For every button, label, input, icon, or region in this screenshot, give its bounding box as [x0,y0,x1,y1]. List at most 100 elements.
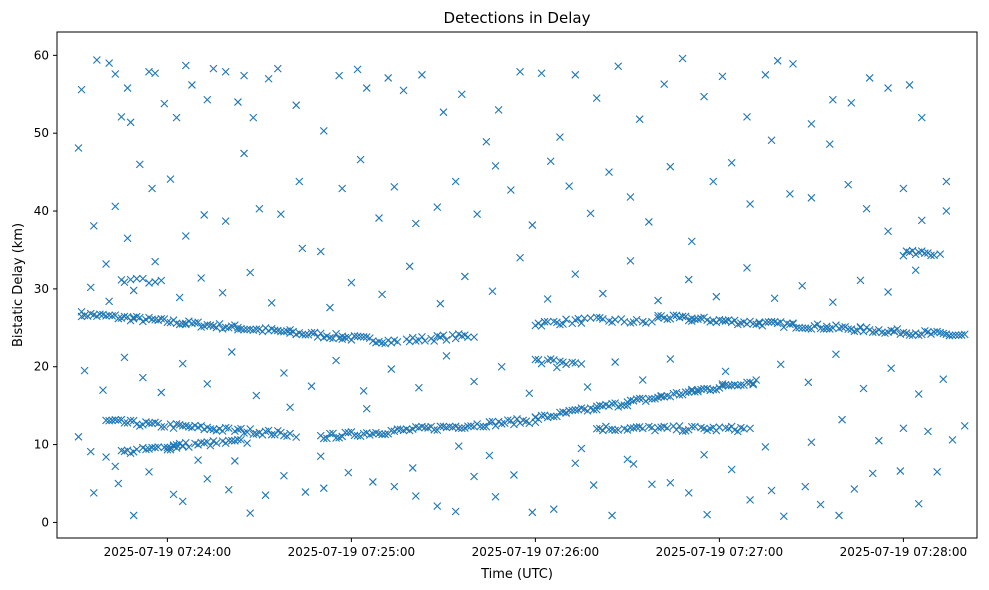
data-point [319,126,328,135]
data-point [666,478,675,487]
data-point [316,452,325,461]
data-point [516,67,524,76]
data-point [556,408,564,417]
data-point [801,482,810,491]
data-point [411,492,420,500]
data-point [105,311,114,320]
data-point [694,385,702,394]
data-point [105,59,114,68]
data-point [638,376,647,384]
data-point [727,381,736,390]
data-point [660,80,669,89]
data-point [749,319,758,328]
data-point [644,394,653,403]
data-point [703,510,712,519]
data-point [89,488,98,497]
data-point [598,426,607,435]
data-point [626,193,635,201]
data-point [390,482,399,491]
data-point [111,462,120,471]
data-point [592,313,601,322]
data-point [878,328,886,337]
data-point [276,327,285,336]
data-point [135,313,144,322]
data-point [206,425,215,433]
data-point [221,423,230,432]
data-point [577,360,586,368]
data-point [635,394,644,403]
data-point [393,425,402,434]
data-point [264,426,273,435]
data-point [767,136,776,145]
data-point [454,424,463,433]
data-point [234,435,242,444]
data-point [138,274,147,283]
data-point [951,331,960,339]
data-point [74,144,83,152]
data-point [433,203,442,212]
data-point [948,331,957,340]
data-point [828,298,837,307]
data-point [648,480,656,489]
data-point [887,364,896,373]
data-point [675,422,684,430]
data-point [638,424,647,433]
data-point [666,355,675,363]
data-point [368,478,377,486]
data-point [776,318,785,326]
data-point [764,318,773,326]
data-point [105,297,114,306]
data-point [92,56,101,64]
data-point [298,330,307,339]
data-point [120,419,129,427]
data-point [503,416,512,425]
data-point [838,415,846,424]
data-point [510,471,518,479]
data-point [506,186,515,194]
data-point [319,484,328,493]
data-point [663,315,672,324]
data-point [525,419,534,428]
data-point [316,247,325,256]
data-point [893,325,902,333]
data-point [687,237,696,246]
data-point [743,112,751,121]
data-point [178,497,187,506]
data-point [375,429,383,438]
data-point [246,425,255,433]
data-point [700,384,708,393]
data-point [157,422,166,431]
data-point [240,71,248,80]
data-point [181,61,190,70]
data-point [252,325,261,334]
y-tick-label: 0 [41,515,49,529]
data-point [470,333,478,341]
data-point [712,292,721,301]
data-point [467,422,475,430]
data-point [215,320,224,328]
data-point [166,175,175,184]
data-point [77,85,86,94]
data-point [123,234,132,243]
data-point [418,333,426,341]
data-point [920,249,929,258]
data-point [301,488,310,496]
data-point [537,321,546,330]
data-point [626,319,635,327]
data-point [359,429,368,438]
data-point [684,275,693,284]
data-point [418,70,426,79]
data-point [911,266,920,275]
data-point [470,472,478,481]
data-point [295,177,304,186]
data-point [828,95,837,104]
data-point [151,315,160,324]
data-point [378,338,386,347]
data-point [549,412,558,421]
data-point [718,380,727,388]
data-point [543,317,552,326]
data-point [684,488,693,497]
data-point [218,288,227,297]
data-point [844,180,853,189]
